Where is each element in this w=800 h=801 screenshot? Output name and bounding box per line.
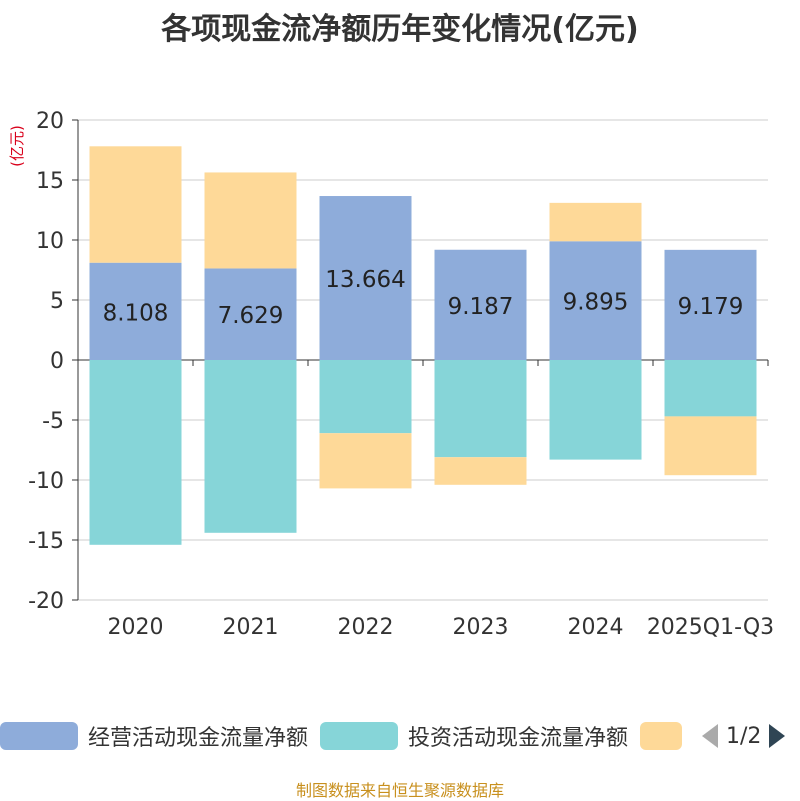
data-label: 9.895 bbox=[563, 290, 629, 316]
y-tick-label: 0 bbox=[50, 349, 64, 374]
y-axis-unit-label: (亿元) bbox=[8, 125, 26, 167]
data-label: 9.179 bbox=[678, 294, 744, 320]
next-page-icon[interactable] bbox=[767, 722, 787, 750]
bar-investing-2021[interactable] bbox=[204, 360, 297, 533]
y-tick-label: -20 bbox=[28, 589, 64, 614]
bar-investing-2025Q1-Q3[interactable] bbox=[664, 360, 757, 417]
y-tick-label: -5 bbox=[42, 409, 64, 434]
bar-financing-2020[interactable] bbox=[89, 146, 182, 263]
legend-item-operating[interactable]: 经营活动现金流量净额 bbox=[0, 716, 308, 756]
legend-page-indicator: 1/2 bbox=[726, 723, 762, 749]
x-tick-label: 2024 bbox=[568, 615, 624, 640]
bar-financing-2021[interactable] bbox=[204, 172, 297, 269]
y-tick-label: 20 bbox=[36, 109, 64, 134]
legend-pager: 1/2 bbox=[700, 716, 787, 756]
bar-operating-2023[interactable] bbox=[434, 249, 527, 360]
bar-financing-2025Q1-Q3[interactable] bbox=[664, 416, 757, 476]
bar-financing-2022[interactable] bbox=[319, 433, 412, 489]
legend-swatch-investing bbox=[320, 722, 398, 750]
bar-operating-2021[interactable] bbox=[204, 268, 297, 360]
x-tick-label: 2022 bbox=[338, 615, 394, 640]
legend-swatch-operating bbox=[0, 722, 78, 750]
chart: 20 15 10 5 0 -5 -10 -15 -20 (亿元) 8.108 2020 7.629 202… bbox=[8, 109, 774, 640]
y-tick-label: -15 bbox=[28, 529, 64, 554]
legend: 经营活动现金流量净额 投资活动现金流量净额 1/2 bbox=[0, 716, 800, 756]
legend-item-investing[interactable]: 投资活动现金流量净额 bbox=[320, 716, 628, 756]
legend-item-financing[interactable] bbox=[640, 716, 692, 756]
data-label: 8.108 bbox=[103, 300, 169, 326]
x-tick-label: 2021 bbox=[223, 615, 279, 640]
legend-label-operating: 经营活动现金流量净额 bbox=[88, 726, 309, 751]
legend-label-investing: 投资活动现金流量净额 bbox=[408, 726, 629, 751]
bar-operating-2025Q1-Q3[interactable] bbox=[664, 249, 757, 360]
bar-financing-2023[interactable] bbox=[434, 457, 527, 485]
x-tick-label: 2023 bbox=[453, 615, 509, 640]
bar-investing-2024[interactable] bbox=[549, 360, 642, 460]
bar-investing-2020[interactable] bbox=[89, 360, 182, 545]
bar-financing-2024[interactable] bbox=[549, 202, 642, 242]
y-tick-label: 15 bbox=[36, 169, 64, 194]
bar-investing-2022[interactable] bbox=[319, 360, 412, 434]
data-label: 9.187 bbox=[448, 294, 514, 320]
chart-title: 各项现金流净额历年变化情况(亿元) bbox=[161, 12, 639, 47]
legend-swatch-financing bbox=[640, 722, 682, 750]
y-tick-label: 5 bbox=[50, 289, 64, 314]
bar-investing-2023[interactable] bbox=[434, 360, 527, 458]
bar-operating-2020[interactable] bbox=[89, 262, 182, 360]
bar-operating-2024[interactable] bbox=[549, 241, 642, 360]
data-label: 13.664 bbox=[325, 267, 405, 293]
data-source-footer: 制图数据来自恒生聚源数据库 bbox=[295, 781, 504, 800]
x-tick-label: 2020 bbox=[108, 615, 164, 640]
prev-page-icon[interactable] bbox=[700, 722, 720, 750]
x-tick-label: 2025Q1-Q3 bbox=[647, 615, 774, 640]
y-tick-label: -10 bbox=[28, 469, 64, 494]
bar-operating-2022[interactable] bbox=[319, 196, 412, 360]
y-tick-label: 10 bbox=[36, 229, 64, 254]
data-label: 7.629 bbox=[218, 303, 284, 329]
